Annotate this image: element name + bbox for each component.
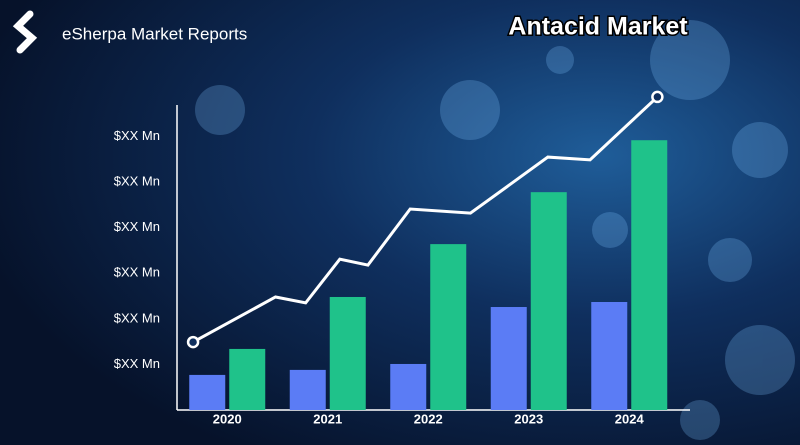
y-tick-label: $XX Mn (114, 219, 160, 234)
brand: eSherpa Market Reports (62, 24, 247, 43)
y-tick-label: $XX Mn (114, 310, 160, 325)
x-tick-label: 2020 (213, 411, 242, 426)
bar (591, 301, 628, 410)
x-tick-label: 2022 (414, 411, 443, 426)
bar (530, 192, 567, 410)
y-tick-label: $XX Mn (114, 356, 160, 371)
bokeh (195, 20, 795, 440)
bar (430, 244, 467, 410)
bar (390, 363, 427, 410)
x-tick-label: 2021 (313, 411, 342, 426)
logo (12, 10, 38, 54)
y-tick-label: $XX Mn (114, 265, 160, 280)
bar (329, 296, 366, 410)
bar (289, 369, 326, 410)
trend-endpoint (186, 335, 200, 349)
bar (229, 348, 266, 410)
trend-endpoint (651, 90, 664, 104)
bar (490, 307, 527, 410)
trend-line (192, 95, 659, 344)
x-tick-label: 2024 (615, 411, 645, 426)
chart-title: Antacid Market (508, 13, 688, 41)
bar (631, 140, 668, 410)
bar (189, 374, 226, 410)
y-tick-label: $XX Mn (114, 128, 160, 143)
x-tick-label: 2023 (514, 411, 543, 426)
y-tick-label: $XX Mn (114, 174, 160, 189)
